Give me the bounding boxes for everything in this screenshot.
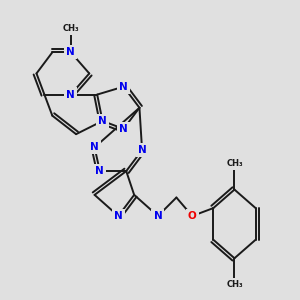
Text: N: N <box>138 145 146 155</box>
Text: N: N <box>119 82 128 92</box>
Text: N: N <box>154 211 162 221</box>
Text: CH₃: CH₃ <box>62 24 79 33</box>
Text: N: N <box>90 142 99 152</box>
Text: CH₃: CH₃ <box>226 280 243 289</box>
Text: N: N <box>66 90 75 100</box>
Text: N: N <box>95 166 104 176</box>
Text: N: N <box>66 47 75 57</box>
Text: N: N <box>114 211 123 221</box>
Text: N: N <box>98 116 107 126</box>
Text: N: N <box>119 124 128 134</box>
Text: O: O <box>188 211 197 221</box>
Text: CH₃: CH₃ <box>226 159 243 168</box>
